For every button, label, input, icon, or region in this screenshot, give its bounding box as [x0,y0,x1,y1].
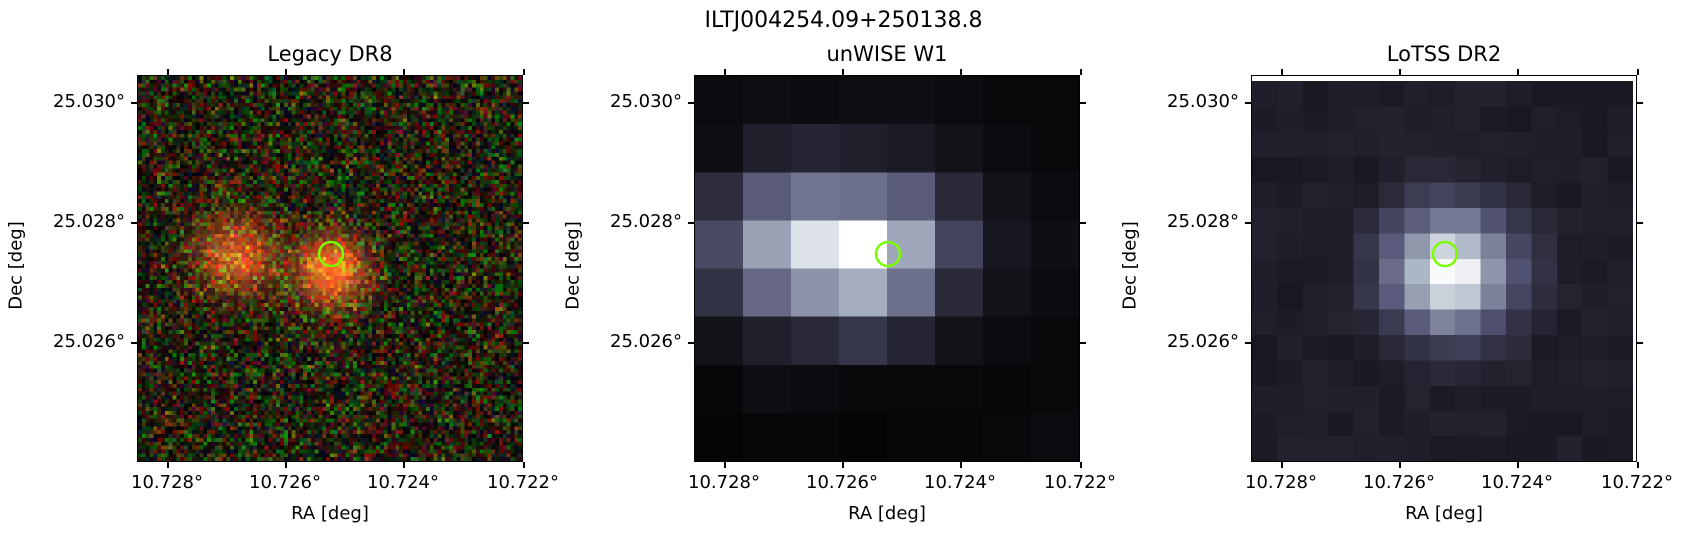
x-tick [1399,69,1401,75]
y-tick [1637,102,1643,104]
x-tick [724,69,726,75]
x-tick-label: 10.722° [487,472,559,493]
panel-lotss: LoTSS DR2 25.030° 25.028° 25.026° 10.728° 10… [1114,0,1674,539]
x-axis-label: RA [deg] [291,503,369,524]
y-tick-label: 25.028° [610,211,682,232]
panel-legacy: Legacy DR8 25.030° 25.028° 25.026° 10.728° 1… [0,0,560,539]
y-tick-label: 25.028° [53,211,125,232]
x-tick-label: 10.726° [806,472,878,493]
panel-title: LoTSS DR2 [1386,42,1502,66]
source-marker [317,240,345,268]
source-marker [874,240,902,268]
y-tick [1637,222,1643,224]
x-tick [1281,69,1283,75]
y-tick [1080,342,1086,344]
y-tick [523,342,529,344]
y-tick [688,222,694,224]
x-tick [1281,462,1283,468]
y-tick [1245,102,1251,104]
x-tick [285,69,287,75]
x-tick [523,462,525,468]
y-tick-label: 25.026° [1167,331,1239,352]
x-axis-label: RA [deg] [848,503,926,524]
x-tick [403,69,405,75]
y-tick-label: 25.028° [1167,211,1239,232]
x-tick-label: 10.722° [1044,472,1116,493]
x-tick [1080,69,1082,75]
y-tick [523,222,529,224]
x-tick [1080,462,1082,468]
y-tick-label: 25.026° [53,331,125,352]
x-tick [1517,462,1519,468]
x-tick [960,69,962,75]
legacy-image [137,75,523,462]
figure-title: ILTJ004254.09+250138.8 [704,8,983,33]
y-axis-label: Dec [deg] [562,221,584,310]
x-tick-label: 10.724° [1481,472,1553,493]
x-tick [1637,69,1639,75]
unwise-image-canvas [695,76,1079,461]
y-tick [688,342,694,344]
x-axis-label: RA [deg] [1405,503,1483,524]
x-tick [842,69,844,75]
unwise-image [694,75,1080,462]
y-tick [131,102,137,104]
x-tick [1517,69,1519,75]
x-tick [403,462,405,468]
x-tick-label: 10.728° [131,472,203,493]
y-tick [1080,102,1086,104]
y-tick [523,102,529,104]
y-axis-label: Dec [deg] [5,221,27,310]
y-tick-label: 25.030° [610,91,682,112]
x-tick-label: 10.728° [1245,472,1317,493]
panel-title: unWISE W1 [826,42,948,66]
legacy-image-canvas [138,76,522,461]
x-tick [285,462,287,468]
lotss-image-canvas [1252,81,1633,461]
y-tick [131,222,137,224]
y-tick [1080,222,1086,224]
x-tick [523,69,525,75]
x-tick-label: 10.728° [688,472,760,493]
x-tick [1637,462,1639,468]
x-tick-label: 10.724° [924,472,996,493]
x-tick-label: 10.722° [1601,472,1673,493]
y-tick [1637,342,1643,344]
lotss-image [1251,75,1637,462]
y-tick [131,342,137,344]
y-axis-label: Dec [deg] [1119,221,1141,310]
x-tick-label: 10.726° [1363,472,1435,493]
source-marker [1431,240,1459,268]
y-tick-label: 25.030° [1167,91,1239,112]
y-tick-label: 25.026° [610,331,682,352]
x-tick [1399,462,1401,468]
y-tick-label: 25.030° [53,91,125,112]
y-tick [1245,222,1251,224]
x-tick [167,462,169,468]
x-tick-label: 10.724° [367,472,439,493]
panel-unwise: unWISE W1 25.030° 25.028° 25.026° 10.728° 10… [557,0,1117,539]
x-tick [960,462,962,468]
y-tick [1245,342,1251,344]
x-tick [724,462,726,468]
x-tick [842,462,844,468]
y-tick [688,102,694,104]
x-tick [167,69,169,75]
x-tick-label: 10.726° [249,472,321,493]
panel-title: Legacy DR8 [267,42,393,66]
